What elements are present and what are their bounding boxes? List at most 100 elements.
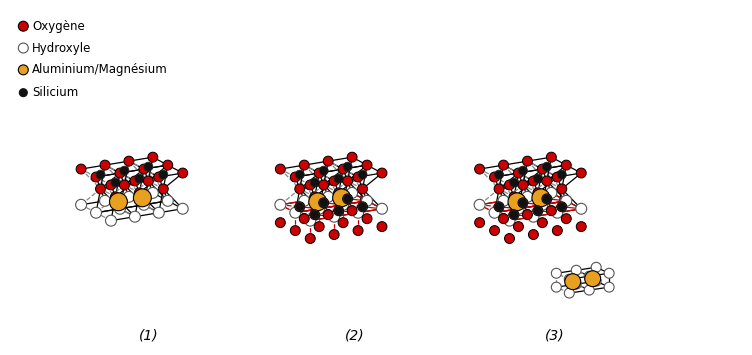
Circle shape (319, 198, 329, 208)
Circle shape (133, 189, 151, 207)
Circle shape (576, 203, 587, 214)
Circle shape (275, 199, 286, 210)
Circle shape (529, 176, 538, 186)
Circle shape (305, 234, 315, 244)
Circle shape (556, 184, 567, 194)
Circle shape (604, 268, 614, 278)
Circle shape (538, 164, 547, 174)
Circle shape (495, 170, 504, 179)
Circle shape (505, 180, 514, 190)
Circle shape (533, 206, 543, 216)
Circle shape (546, 187, 556, 198)
Circle shape (556, 202, 567, 212)
Circle shape (177, 203, 188, 214)
Circle shape (576, 222, 587, 231)
Circle shape (162, 195, 173, 206)
Circle shape (295, 202, 305, 212)
Circle shape (343, 195, 352, 203)
Circle shape (499, 214, 508, 224)
Circle shape (490, 172, 499, 182)
Circle shape (495, 202, 504, 211)
Circle shape (528, 211, 539, 222)
Circle shape (542, 176, 552, 186)
Text: (1): (1) (139, 329, 159, 343)
Circle shape (585, 271, 601, 286)
Circle shape (505, 234, 514, 244)
Circle shape (518, 180, 528, 190)
Circle shape (533, 174, 542, 183)
Circle shape (299, 195, 310, 206)
Circle shape (508, 193, 526, 211)
Circle shape (148, 152, 158, 162)
Circle shape (591, 262, 601, 272)
Circle shape (547, 152, 556, 162)
Circle shape (323, 191, 334, 202)
Circle shape (105, 215, 117, 226)
Circle shape (551, 268, 561, 278)
Text: Oxygène: Oxygène (32, 20, 85, 33)
Circle shape (139, 164, 149, 174)
Circle shape (494, 184, 504, 194)
Circle shape (144, 162, 153, 171)
Text: Silicium: Silicium (32, 86, 78, 99)
Circle shape (523, 210, 532, 220)
Circle shape (513, 203, 524, 214)
Circle shape (162, 160, 173, 170)
Circle shape (334, 174, 343, 183)
Circle shape (18, 65, 29, 75)
Circle shape (99, 195, 111, 206)
Circle shape (130, 176, 140, 186)
Circle shape (538, 218, 547, 228)
Circle shape (20, 89, 27, 97)
Circle shape (510, 178, 518, 187)
Circle shape (153, 207, 164, 218)
Circle shape (553, 226, 562, 235)
Circle shape (299, 160, 309, 170)
Circle shape (591, 276, 601, 286)
Circle shape (532, 189, 550, 207)
Circle shape (290, 172, 300, 182)
Circle shape (319, 166, 328, 175)
Circle shape (290, 226, 300, 235)
Circle shape (584, 285, 594, 295)
Circle shape (96, 184, 105, 194)
Text: (3): (3) (544, 329, 564, 343)
Circle shape (334, 206, 343, 215)
Circle shape (347, 206, 357, 216)
Circle shape (275, 164, 285, 174)
Circle shape (114, 203, 126, 214)
Circle shape (138, 199, 150, 210)
Circle shape (305, 215, 316, 226)
Circle shape (290, 207, 301, 218)
Circle shape (115, 168, 125, 178)
Circle shape (343, 194, 353, 204)
Circle shape (120, 166, 129, 175)
Text: Aluminium/Magnésium: Aluminium/Magnésium (32, 63, 168, 76)
Circle shape (551, 282, 561, 292)
Text: (2): (2) (345, 329, 365, 343)
Circle shape (154, 172, 164, 182)
Circle shape (329, 176, 339, 186)
Circle shape (584, 271, 594, 281)
Circle shape (362, 214, 372, 224)
Circle shape (499, 160, 508, 170)
Circle shape (106, 180, 116, 190)
Circle shape (509, 192, 519, 202)
Circle shape (76, 164, 86, 174)
Circle shape (129, 211, 141, 222)
Circle shape (310, 192, 320, 202)
Circle shape (305, 180, 315, 190)
Circle shape (547, 206, 556, 216)
Circle shape (362, 160, 372, 170)
Circle shape (504, 215, 515, 226)
Circle shape (514, 222, 523, 231)
Circle shape (490, 226, 499, 235)
Circle shape (338, 199, 349, 210)
Circle shape (475, 218, 484, 228)
Circle shape (561, 214, 572, 224)
Circle shape (338, 164, 348, 174)
Circle shape (124, 156, 134, 166)
Circle shape (123, 191, 135, 202)
Circle shape (310, 210, 320, 220)
Circle shape (90, 207, 102, 218)
